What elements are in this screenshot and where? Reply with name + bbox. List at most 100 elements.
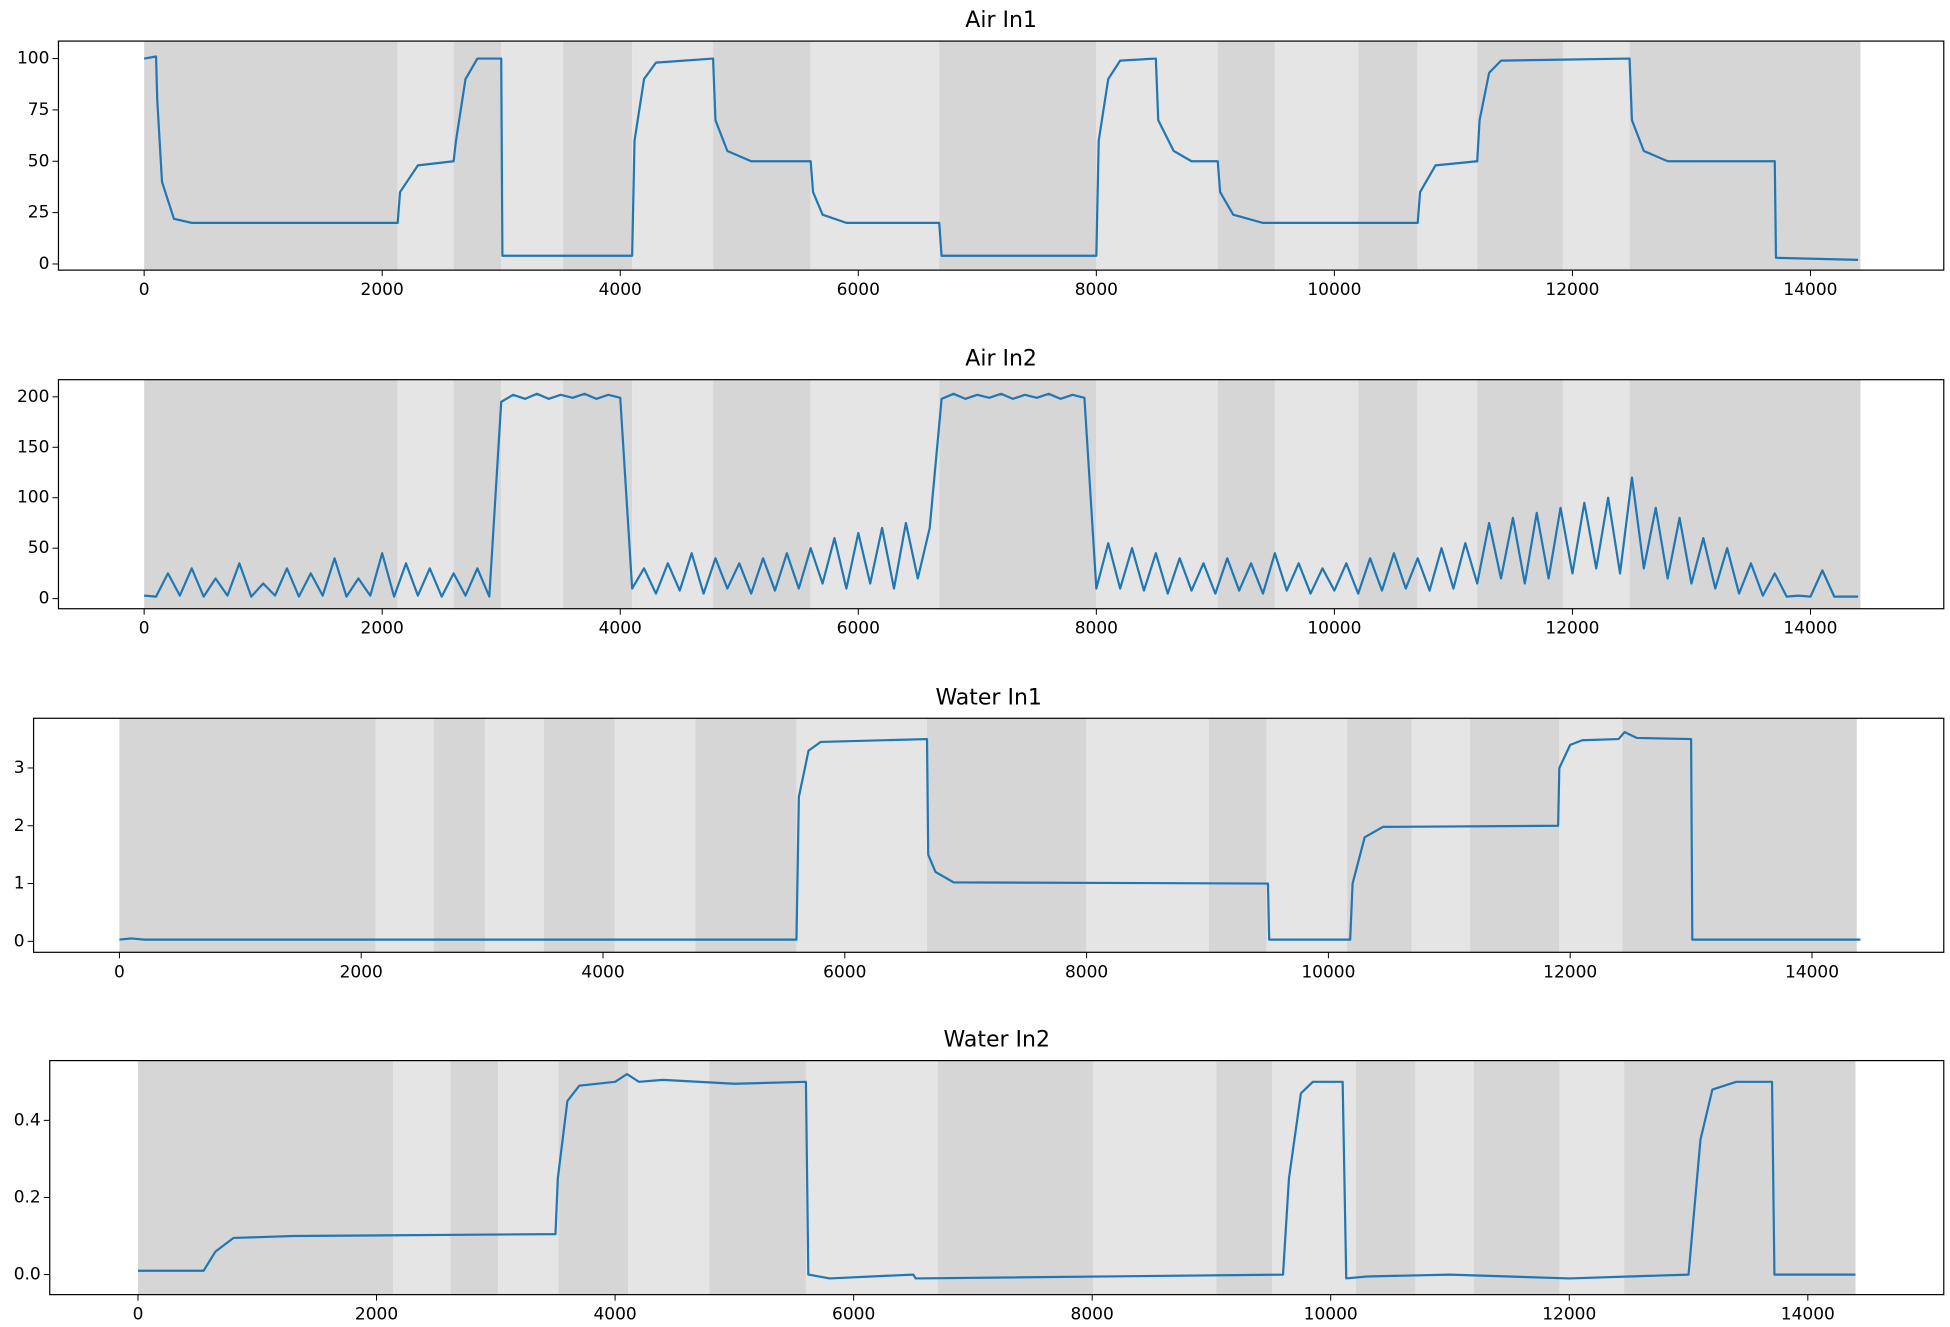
shaded-region xyxy=(1086,718,1209,953)
shaded-region xyxy=(1274,379,1359,609)
x-tick-label: 8000 xyxy=(1065,962,1108,982)
shaded-region xyxy=(1559,718,1623,953)
x-tick-label: 12000 xyxy=(1545,619,1599,639)
y-tick-label: 0 xyxy=(39,589,50,609)
shaded-region xyxy=(563,41,633,271)
axes-frame xyxy=(57,379,1945,610)
shaded-region xyxy=(1216,1060,1273,1295)
y-tick-label: 0 xyxy=(39,254,50,274)
line xyxy=(138,1073,1856,1280)
shaded-region xyxy=(453,379,502,609)
x-tick-label: 14000 xyxy=(1783,280,1837,300)
x-tick-label: 6000 xyxy=(837,619,880,639)
x-tick-label: 8000 xyxy=(1075,280,1118,300)
y-tick-label: 75 xyxy=(28,100,50,120)
x-tick-label: 8000 xyxy=(1075,619,1118,639)
y-tick-label: 200 xyxy=(17,387,49,407)
shaded-region xyxy=(1629,379,1861,609)
y-tick-label: 3 xyxy=(14,758,25,778)
subplot: Water In2 0 2000 4000 6000 8000 10000 12000 1400… xyxy=(14,1028,1945,1325)
y-tick-label: 0 xyxy=(14,931,25,951)
x-tick-label: 2000 xyxy=(361,280,404,300)
x-tick-label: 14000 xyxy=(1785,962,1839,982)
shaded-region xyxy=(543,718,615,953)
shaded-region xyxy=(501,41,564,271)
x-tick-label: 6000 xyxy=(837,280,880,300)
x-tick-label: 4000 xyxy=(599,619,642,639)
x-tick-label: 0 xyxy=(133,1305,144,1325)
shaded-region xyxy=(939,379,1097,609)
shaded-region xyxy=(1096,379,1218,609)
y-tick-label: 2 xyxy=(14,816,25,836)
x-tick-label: 12000 xyxy=(1545,280,1599,300)
subplot: Air In2 0 2000 4000 6000 8000 10000 12000 14000 0… xyxy=(17,347,1945,639)
x-tick-label: 10000 xyxy=(1307,280,1361,300)
shaded-region xyxy=(1415,1060,1474,1295)
shaded-region xyxy=(1093,1060,1217,1295)
shaded-region xyxy=(1469,718,1560,953)
chart-title: Air In2 xyxy=(965,347,1037,372)
shaded-region xyxy=(1559,1060,1625,1295)
x-tick-label: 8000 xyxy=(1071,1305,1114,1325)
shaded-region xyxy=(485,718,544,953)
shaded-region xyxy=(1411,718,1470,953)
shaded-region xyxy=(138,1060,394,1295)
y-tick-label: 100 xyxy=(17,488,49,508)
axes-frame xyxy=(57,40,1945,271)
shaded-region xyxy=(375,718,434,953)
shaded-region xyxy=(501,379,564,609)
y-tick-label: 50 xyxy=(28,538,50,558)
shaded-region xyxy=(709,1060,806,1295)
shaded-region xyxy=(796,718,928,953)
shaded-region xyxy=(1629,41,1861,271)
shaded-region xyxy=(805,1060,938,1295)
shaded-region xyxy=(144,41,398,271)
line xyxy=(119,731,1861,941)
y-tick-label: 0.2 xyxy=(14,1187,41,1207)
chart-title: Water In1 xyxy=(935,685,1041,710)
x-tick-label: 0 xyxy=(139,280,150,300)
shaded-region xyxy=(632,41,714,271)
chart-title: Water In2 xyxy=(944,1028,1050,1053)
shaded-region xyxy=(450,1060,499,1295)
line xyxy=(143,55,1859,261)
shaded-region xyxy=(1266,718,1348,953)
shaded-region xyxy=(1477,41,1563,271)
shaded-region xyxy=(628,1060,710,1295)
shaded-region xyxy=(937,1060,1094,1295)
x-tick-label: 2000 xyxy=(340,962,383,982)
shaded-region xyxy=(1417,379,1478,609)
line xyxy=(144,392,1859,598)
chart-title: Air In1 xyxy=(965,8,1037,33)
shaded-region xyxy=(1473,1060,1560,1295)
shaded-region xyxy=(498,1060,559,1295)
shaded-region xyxy=(1217,379,1275,609)
x-tick-label: 12000 xyxy=(1542,1305,1596,1325)
shaded-region xyxy=(558,1060,629,1295)
shaded-region xyxy=(1562,41,1630,271)
x-tick-label: 14000 xyxy=(1783,619,1837,639)
shaded-region xyxy=(397,41,454,271)
shaded-region xyxy=(1272,1060,1356,1295)
shaded-region xyxy=(1624,1060,1856,1295)
shaded-region xyxy=(1274,41,1359,271)
y-tick-label: 50 xyxy=(28,151,50,171)
shaded-region xyxy=(927,718,1087,953)
y-tick-label: 0.4 xyxy=(14,1110,41,1130)
shaded-region xyxy=(144,379,398,609)
shaded-region xyxy=(939,41,1097,271)
y-tick-label: 150 xyxy=(17,437,49,457)
subplot: Air In1 0 2000 4000 6000 8000 10000 12000 14000 0… xyxy=(17,8,1945,300)
x-tick-label: 4000 xyxy=(599,280,642,300)
x-tick-label: 0 xyxy=(114,962,125,982)
y-tick-label: 100 xyxy=(17,49,49,69)
shaded-region xyxy=(119,718,376,953)
x-tick-label: 6000 xyxy=(823,962,866,982)
shaded-region xyxy=(393,1060,451,1295)
y-tick-label: 1 xyxy=(14,874,25,894)
shaded-region xyxy=(695,718,797,953)
x-tick-label: 10000 xyxy=(1307,619,1361,639)
shaded-region xyxy=(1217,41,1275,271)
shaded-region xyxy=(1358,41,1418,271)
